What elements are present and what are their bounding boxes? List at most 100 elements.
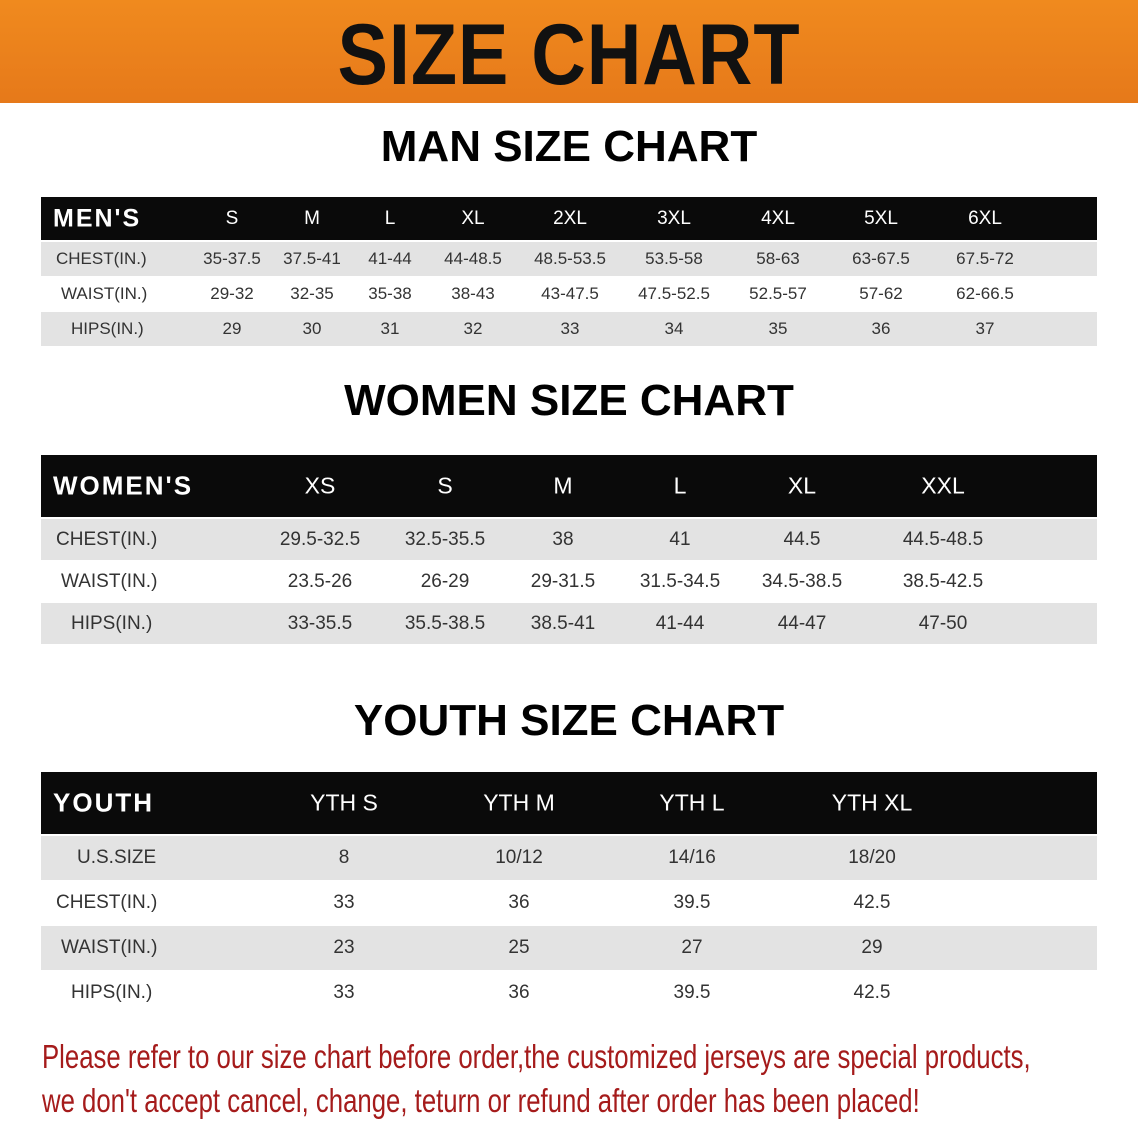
row-label: CHEST(IN.)	[56, 892, 158, 913]
size-header-3xl: 3XL	[657, 207, 691, 229]
table-row: CHEST(IN.) 35-37.5 37.5-41 41-44 44-48.5 48.5…	[41, 242, 1097, 276]
row-label: HIPS(IN.)	[71, 612, 153, 634]
size-header-l: L	[673, 472, 687, 499]
table-cell: 25	[508, 937, 530, 958]
table-cell: 36	[871, 319, 891, 338]
table-cell: 43-47.5	[541, 284, 599, 303]
table-cell: 58-63	[756, 249, 800, 268]
notice-line-2: we don't accept cancel, change, teturn o…	[42, 1082, 920, 1119]
table-row: WAIST(IN.) 23.5-26 26-29 29-31.5 31.5-34.5 34…	[41, 561, 1097, 602]
table-cell: 37	[975, 319, 995, 338]
women-section-title: WOMEN SIZE CHART	[344, 376, 794, 425]
table-cell: 34	[664, 319, 684, 338]
youth-section-title: YOUTH SIZE CHART	[353, 696, 785, 745]
table-cell: 38.5-42.5	[902, 570, 984, 592]
size-header-6xl: 6XL	[968, 207, 1002, 229]
table-cell: 41	[669, 528, 691, 550]
row-label: CHEST(IN.)	[56, 249, 147, 268]
table-cell: 35.5-38.5	[404, 612, 486, 634]
row-label: WAIST(IN.)	[61, 284, 148, 303]
table-cell: 14/16	[668, 847, 716, 868]
youth-header-row: YOUTH YTH S YTH M YTH L YTH XL	[41, 772, 1097, 834]
women-header-row: WOMEN'S XS S M L XL XXL	[41, 455, 1097, 517]
table-cell: 63-67.5	[852, 249, 910, 268]
men-section-title: MAN SIZE CHART	[380, 122, 758, 171]
table-cell: 35-38	[368, 284, 412, 303]
table-cell: 42.5	[853, 982, 891, 1003]
table-cell: 41-44	[655, 612, 705, 634]
table-cell: 44-47	[777, 612, 827, 634]
table-cell: 23.5-26	[287, 570, 353, 592]
youth-header-label: YOUTH	[53, 787, 154, 818]
table-cell: 18/20	[848, 847, 896, 868]
table-row: HIPS(IN.) 33-35.5 35.5-38.5 38.5-41 41-44 44-…	[41, 603, 1097, 644]
size-header-xxl: XXL	[921, 472, 965, 499]
banner-title: SIZE CHART	[337, 7, 801, 103]
size-header-yth-l: YTH L	[659, 789, 725, 816]
size-header-s: S	[437, 472, 453, 499]
table-cell: 33	[333, 982, 355, 1003]
table-cell: 35	[768, 319, 788, 338]
table-cell: 67.5-72	[956, 249, 1014, 268]
table-cell: 29-32	[210, 284, 254, 303]
table-row: CHEST(IN.) 29.5-32.5 32.5-35.5 38 41 44.5 44.5…	[41, 519, 1097, 560]
table-cell: 36	[508, 892, 530, 913]
size-header-yth-m: YTH M	[483, 789, 555, 816]
table-cell: 31	[380, 319, 400, 338]
table-cell: 10/12	[495, 847, 543, 868]
table-row: HIPS(IN.) 33 36 39.5 42.5	[41, 971, 1097, 1015]
table-cell: 29	[222, 319, 242, 338]
size-chart-banner: SIZE CHART	[0, 0, 1138, 103]
size-header-l: L	[384, 207, 396, 229]
table-row: HIPS(IN.) 29 30 31 32 33 34 35 36 37	[41, 312, 1097, 346]
table-cell: 33-35.5	[287, 612, 353, 634]
table-cell: 38	[552, 528, 574, 550]
table-row: CHEST(IN.) 33 36 39.5 42.5	[41, 881, 1097, 925]
table-cell: 29-31.5	[530, 570, 596, 592]
notice-line-1: Please refer to our size chart before or…	[42, 1038, 1031, 1075]
size-header-2xl: 2XL	[553, 207, 587, 229]
size-header-xl: XL	[461, 207, 485, 229]
row-label: CHEST(IN.)	[56, 528, 158, 550]
table-cell: 52.5-57	[749, 284, 807, 303]
table-row: WAIST(IN.) 23 25 27 29	[41, 926, 1097, 970]
size-header-m: M	[304, 207, 320, 229]
men-header-row: MEN'S S M L XL 2XL 3XL 4XL 5XL 6XL	[41, 197, 1097, 240]
size-header-m: M	[553, 472, 573, 499]
table-cell: 35-37.5	[203, 249, 261, 268]
table-cell: 39.5	[673, 892, 711, 913]
table-cell: 39.5	[673, 982, 711, 1003]
size-header-s: S	[225, 207, 239, 229]
size-header-5xl: 5XL	[864, 207, 898, 229]
row-label: U.S.SIZE	[77, 847, 157, 868]
table-cell: 47.5-52.5	[638, 284, 710, 303]
table-cell: 44-48.5	[444, 249, 502, 268]
table-cell: 53.5-58	[645, 249, 703, 268]
table-cell: 27	[681, 937, 703, 958]
table-cell: 30	[302, 319, 322, 338]
table-cell: 34.5-38.5	[761, 570, 843, 592]
table-cell: 47-50	[918, 612, 968, 634]
table-cell: 44.5-48.5	[902, 528, 984, 550]
table-cell: 29.5-32.5	[279, 528, 361, 550]
table-cell: 23	[333, 937, 355, 958]
table-cell: 62-66.5	[956, 284, 1014, 303]
table-cell: 32-35	[290, 284, 334, 303]
table-cell: 8	[338, 847, 350, 868]
size-header-yth-xl: YTH XL	[831, 789, 913, 816]
size-header-xl: XL	[787, 472, 817, 499]
table-cell: 57-62	[859, 284, 903, 303]
women-header-label: WOMEN'S	[53, 470, 194, 501]
table-cell: 33	[333, 892, 355, 913]
table-cell: 32.5-35.5	[404, 528, 486, 550]
row-label: WAIST(IN.)	[61, 570, 158, 592]
table-cell: 44.5	[783, 528, 821, 550]
size-header-xs: XS	[304, 472, 336, 499]
table-cell: 38-43	[451, 284, 495, 303]
table-cell: 26-29	[420, 570, 470, 592]
table-cell: 36	[508, 982, 530, 1003]
table-cell: 31.5-34.5	[639, 570, 721, 592]
row-label: WAIST(IN.)	[61, 937, 158, 958]
size-header-yth-s: YTH S	[310, 789, 378, 816]
table-cell: 41-44	[368, 249, 412, 268]
